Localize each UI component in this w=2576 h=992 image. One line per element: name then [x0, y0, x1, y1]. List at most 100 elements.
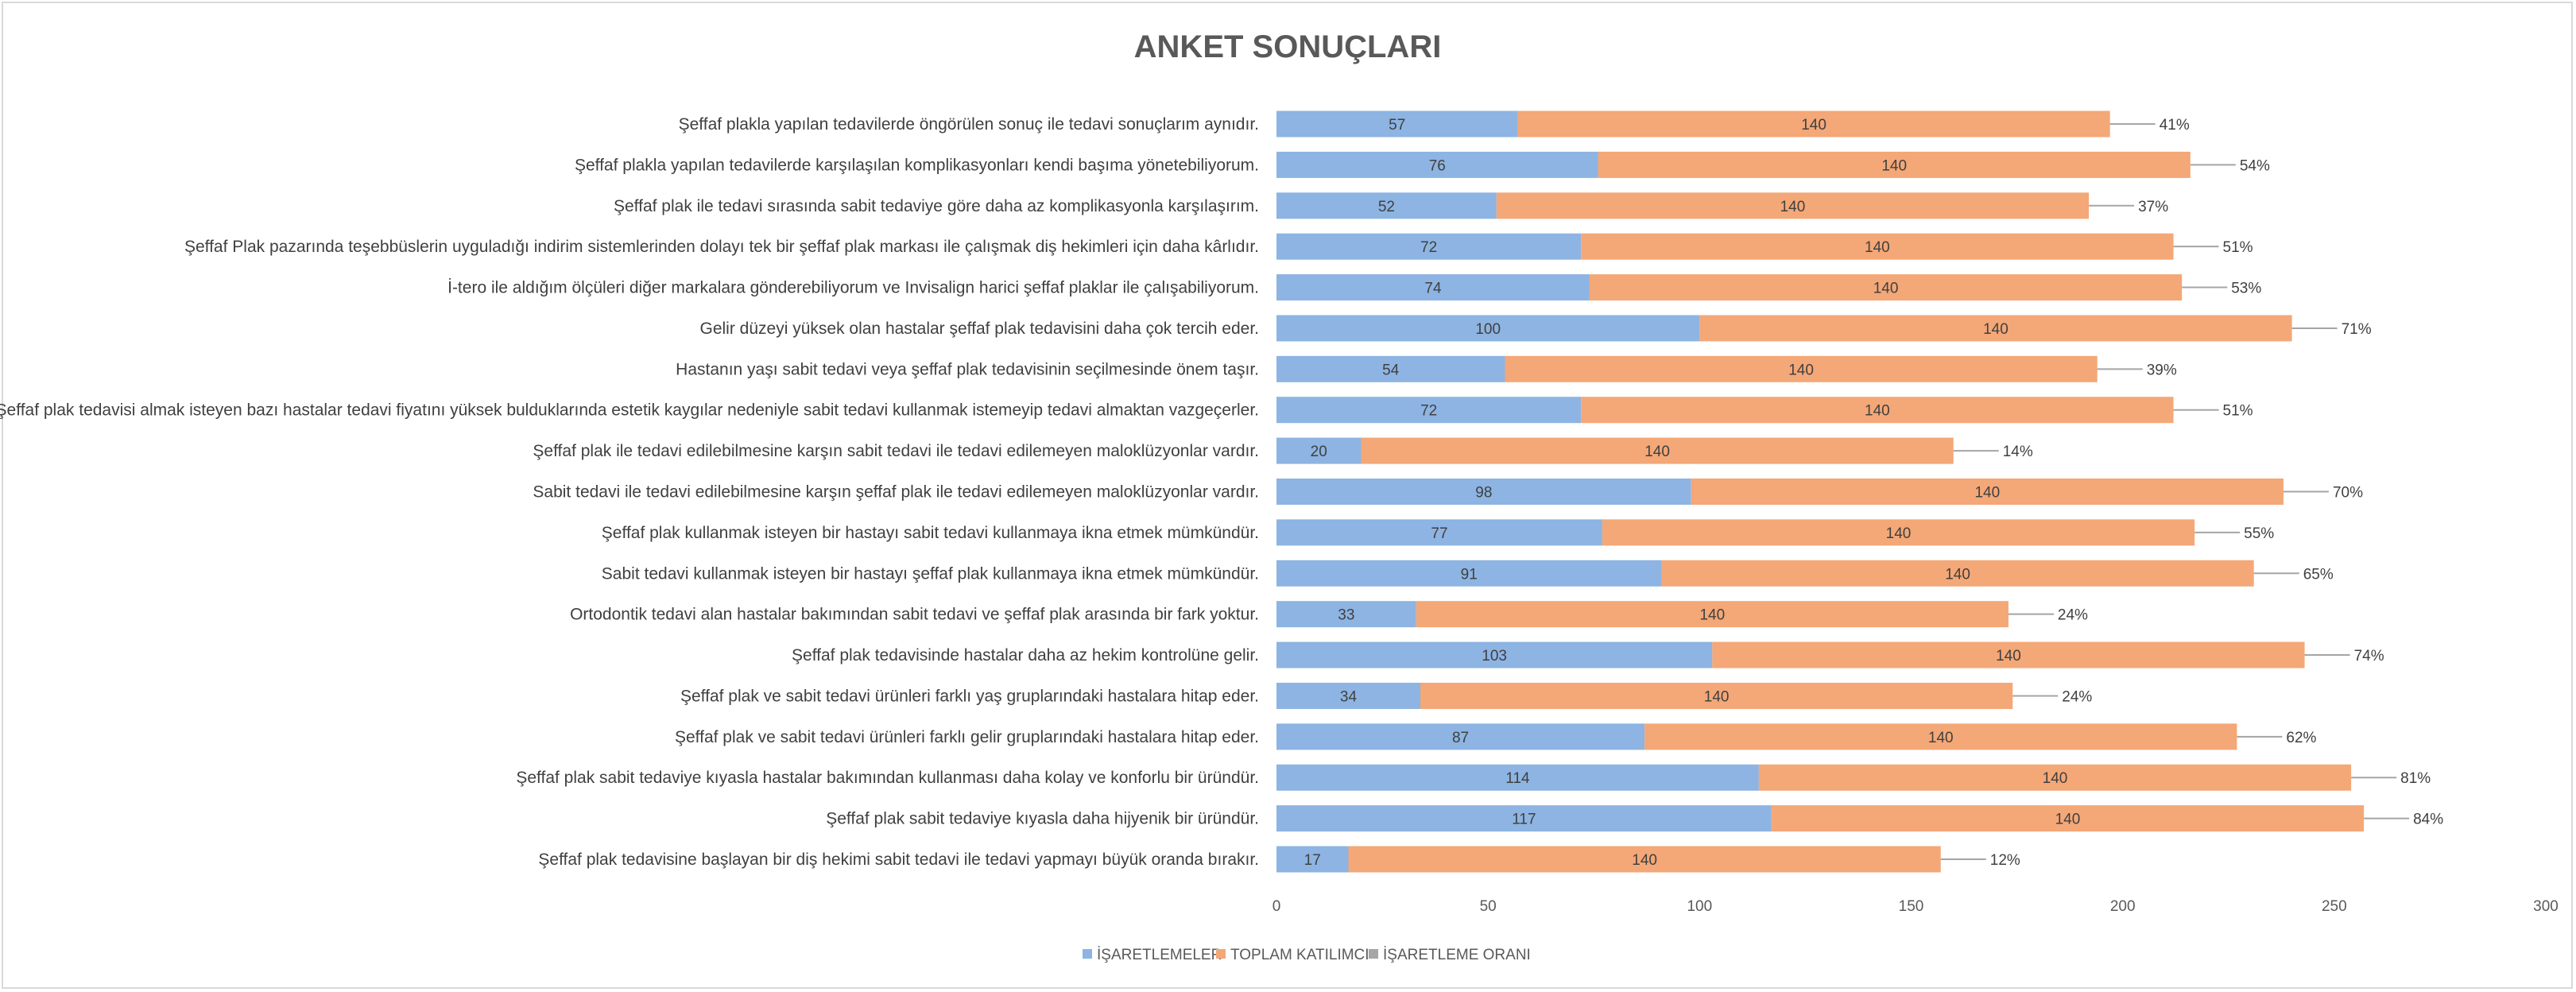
legend-swatch — [1369, 949, 1378, 959]
category-label: Şeffaf plak ve sabit tedavi ürünleri far… — [680, 687, 1259, 705]
bar-toplam-katilimci — [1771, 805, 2365, 832]
bar-value-label: 140 — [2055, 812, 2081, 828]
category-label: Şeffaf plak kullanmak isteyen bir hastay… — [602, 524, 1259, 542]
category-label: Sabit tedavi kullanmak isteyen bir hasta… — [602, 564, 1259, 583]
rate-labels: 41% 54% 37% 51% 53% 71% 39% 51% 14% 70% 55% 65% 24% 7… — [1940, 117, 2443, 869]
rate-label: 51% — [2223, 403, 2253, 420]
x-tick-label: 100 — [1687, 898, 1712, 915]
bar-value-label: 103 — [1482, 648, 1507, 665]
bar-value-label: 140 — [1801, 117, 1826, 134]
rate-label: 62% — [2286, 730, 2316, 746]
bar-value-label: 117 — [1512, 812, 1536, 828]
bar-isaretlemeler — [1276, 315, 1700, 342]
bar-value-label: 140 — [1780, 199, 1806, 215]
legend-label: İŞARETLEME ORANI — [1383, 947, 1531, 963]
bar-toplam-katilimci — [1661, 560, 2254, 587]
bar-toplam-katilimci — [1598, 151, 2191, 178]
bar-value-label: 140 — [1788, 362, 1814, 378]
category-label: Şeffaf plakla yapılan tedavilerde öngörü… — [679, 115, 1259, 134]
rate-label: 84% — [2413, 812, 2443, 828]
bar-value-label: 140 — [1983, 321, 2009, 338]
legend-label: TOPLAM KATILIMCI — [1230, 947, 1369, 963]
bar-toplam-katilimci — [1712, 641, 2305, 668]
bar-value-label: 91 — [1461, 566, 1478, 583]
x-tick-label: 50 — [1480, 898, 1497, 915]
bar-toplam-katilimci — [1589, 274, 2183, 301]
legend-label: İŞARETLEMELER — [1097, 947, 1222, 963]
category-label: Sabit tedavi ile tedavi edilebilmesine k… — [533, 483, 1259, 502]
bar-value-label: 140 — [1699, 607, 1725, 624]
rate-label: 81% — [2400, 770, 2431, 787]
bar-value-label: 52 — [1378, 199, 1395, 215]
bar-value-label: 140 — [1928, 730, 1954, 746]
category-label: İ-tero ile aldığım ölçüleri diğer markal… — [447, 279, 1259, 297]
bar-toplam-katilimci — [1420, 682, 2013, 709]
bar-isaretlemeler — [1276, 110, 1518, 138]
bar-value-label: 140 — [1704, 688, 1730, 705]
legend-swatch — [1216, 949, 1226, 959]
bar-value-label: 54 — [1382, 362, 1400, 378]
bar-isaretlemeler — [1276, 560, 1662, 587]
category-label: Şeffaf plakla yapılan tedavilerde karşıl… — [575, 156, 1259, 174]
bar-toplam-katilimci — [1505, 355, 2098, 382]
bar-value-label: 140 — [1873, 281, 1899, 297]
bar-isaretlemeler — [1276, 601, 1416, 628]
bar-value-label: 20 — [1311, 444, 1327, 460]
bar-value-label: 140 — [1865, 403, 1890, 420]
bar-toplam-katilimci — [1416, 601, 2009, 628]
rate-label: 24% — [2058, 607, 2088, 624]
bar-value-label: 87 — [1452, 730, 1469, 746]
bar-value-label: 72 — [1420, 239, 1437, 256]
category-label: Ortodontik tedavi alan hastalar bakımınd… — [570, 606, 1259, 624]
category-labels: Şeffaf plakla yapılan tedavilerde öngörü… — [0, 115, 1259, 869]
category-label: Şeffaf plak ve sabit tedavi ürünleri far… — [675, 728, 1259, 746]
bar-toplam-katilimci — [1602, 519, 2195, 546]
bar-value-label: 100 — [1475, 321, 1501, 338]
bar-isaretlemeler — [1276, 723, 1645, 750]
rate-label: 39% — [2147, 362, 2177, 378]
rate-label: 65% — [2303, 566, 2334, 583]
rate-label: 12% — [1990, 852, 2020, 869]
bar-value-label: 34 — [1340, 688, 1358, 705]
legend: İŞARETLEMELER TOPLAM KATILIMCI İŞARETLEME … — [1083, 947, 1531, 963]
bar-value-label: 33 — [1338, 607, 1354, 624]
x-tick-label: 150 — [1899, 898, 1924, 915]
bar-value-label: 140 — [1945, 566, 1970, 583]
bars: 57 140 76 140 52 140 72 140 74 140 100 140 54 140 72 14… — [1276, 110, 2365, 873]
bar-value-label: 140 — [1632, 852, 1657, 869]
bar-isaretlemeler — [1276, 846, 1349, 873]
bar-value-label: 140 — [1996, 648, 2021, 665]
bar-isaretlemeler — [1276, 682, 1420, 709]
bar-isaretlemeler — [1276, 397, 1582, 424]
rate-label: 14% — [2003, 444, 2033, 460]
bar-value-label: 140 — [1974, 485, 2000, 502]
rate-label: 74% — [2354, 648, 2384, 665]
rate-label: 53% — [2231, 281, 2261, 297]
bar-value-label: 140 — [1644, 444, 1670, 460]
bar-toplam-katilimci — [1581, 233, 2174, 260]
category-label: Şeffaf plak ile tedavi sırasında sabit t… — [614, 197, 1259, 215]
bar-value-label: 74 — [1424, 281, 1442, 297]
rate-label: 24% — [2062, 688, 2092, 705]
legend-swatch — [1083, 949, 1092, 959]
rate-label: 51% — [2223, 239, 2253, 256]
bar-toplam-katilimci — [1348, 846, 1941, 873]
bar-value-label: 17 — [1304, 852, 1321, 869]
bar-isaretlemeler — [1276, 274, 1590, 301]
x-tick-label: 0 — [1273, 898, 1281, 915]
x-tick-label: 250 — [2322, 898, 2347, 915]
category-label: Şeffaf plak ile tedavi edilebilmesine ka… — [533, 442, 1259, 460]
bar-value-label: 98 — [1475, 485, 1492, 502]
rate-label: 41% — [2160, 117, 2190, 134]
bar-toplam-katilimci — [1517, 110, 2110, 138]
rate-label: 37% — [2138, 199, 2168, 215]
category-label: Şeffaf plak tedavisi almak isteyen bazı … — [0, 401, 1259, 420]
bar-isaretlemeler — [1276, 479, 1691, 505]
bar-isaretlemeler — [1276, 764, 1759, 791]
rate-label: 55% — [2244, 525, 2274, 542]
rate-label: 54% — [2240, 157, 2270, 174]
bar-value-label: 76 — [1429, 157, 1446, 174]
bar-toplam-katilimci — [1758, 764, 2352, 791]
category-label: Şeffaf plak sabit tedaviye kıyasla hasta… — [516, 769, 1259, 787]
